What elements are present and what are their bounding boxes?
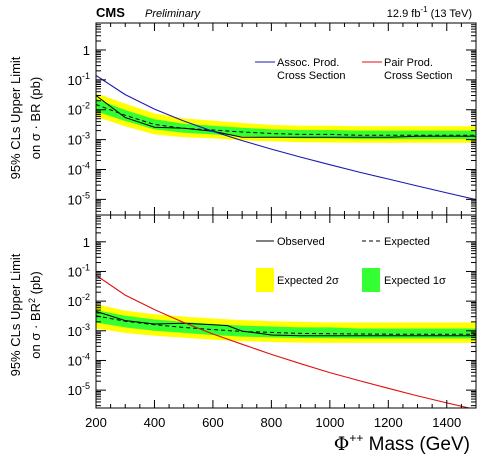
x-axis-symbol: Φ	[334, 433, 350, 455]
lumi-exponent: -1	[420, 5, 428, 14]
top-ylabel-2: on σ · BR (pb)	[28, 77, 43, 159]
x-tick-label: 1400	[432, 415, 461, 430]
pair-prod-xsec-line	[96, 274, 472, 408]
bottom-legend: Observed Expected Expected 2σ Expected 1…	[256, 236, 446, 292]
top-ylabel-1: 95% CLs Upper Limit	[8, 56, 23, 179]
x-axis-symbol-sup: ++	[349, 431, 363, 445]
x-tick-label: 200	[85, 415, 107, 430]
y-tick-label: 10-3	[68, 131, 90, 148]
y-tick-label: 1	[83, 43, 90, 58]
legend-1sigma-swatch	[362, 268, 380, 292]
y-tick-label: 10-4	[68, 351, 90, 368]
observed-limit-line-panel0	[96, 95, 476, 138]
y-tick-label: 1	[83, 235, 90, 250]
y-tick-label: 10-4	[68, 160, 90, 177]
bottom-ylabel-unit: (pb)	[28, 271, 43, 298]
top-legend: Assoc. Prod. Cross Section Pair Prod. Cr…	[255, 57, 452, 82]
x-tick-label: 600	[202, 415, 224, 430]
legend-assoc-label-2: Cross Section	[277, 70, 345, 82]
expected-limit-line-panel0	[96, 104, 476, 136]
status-label: Preliminary	[145, 8, 202, 20]
x-tick-label: 1000	[315, 415, 344, 430]
bottom-ylabel-exp: 2	[27, 298, 37, 303]
observed-limit-line-panel1	[96, 310, 476, 337]
expected-1sigma-band-panel1	[96, 310, 476, 339]
x-tick-label: 1200	[374, 415, 403, 430]
y-tick-label: 10-2	[68, 101, 90, 118]
assoc-prod-xsec-line	[96, 75, 476, 201]
y-tick-label: 10-3	[68, 322, 90, 339]
x-axis-rest: Mass (GeV)	[363, 434, 470, 455]
bottom-ylabel-1: 95% CLs Upper Limit	[8, 253, 23, 376]
legend-2sigma-label: Expected 2σ	[277, 275, 339, 287]
legend-expected-label: Expected	[384, 236, 430, 248]
y-tick-label: 10-1	[68, 71, 90, 88]
bottom-ylabel-main: on σ · BR	[28, 303, 43, 359]
legend-2sigma-swatch	[256, 268, 274, 292]
y-tick-label: 10-2	[68, 292, 90, 309]
lumi-label: 12.9 fb-1 (13 TeV)	[387, 5, 472, 20]
lumi-energy: (13 TeV)	[428, 8, 472, 20]
x-tick-label: 800	[261, 415, 283, 430]
legend-1sigma-label: Expected 1σ	[384, 275, 446, 287]
experiment-label: CMS	[96, 5, 125, 20]
bottom-ylabel-2: on σ · BR2 (pb)	[27, 271, 43, 358]
expected-limit-line-panel1	[96, 315, 476, 335]
x-axis-title: Φ++ Mass (GeV)	[334, 431, 470, 455]
legend-assoc-label-1: Assoc. Prod.	[277, 57, 339, 69]
legend-observed-label: Observed	[277, 236, 325, 248]
legend-pair-label-1: Pair Prod.	[384, 57, 433, 69]
legend-pair-label-2: Cross Section	[384, 70, 452, 82]
y-tick-label: 10-5	[68, 190, 90, 207]
y-tick-label: 10-1	[68, 262, 90, 279]
bottom-panel: 200 400 600 800 1000 1200 1400 10-5 10-4 10-3 10-2…	[8, 214, 477, 430]
lumi-value: 12.9 fb	[387, 8, 421, 20]
top-panel: 10-5 10-4 10-3 10-2 10-1 1 Assoc. Prod. Cross…	[8, 22, 477, 216]
y-tick-label: 10-5	[68, 381, 90, 398]
x-tick-label: 400	[144, 415, 166, 430]
